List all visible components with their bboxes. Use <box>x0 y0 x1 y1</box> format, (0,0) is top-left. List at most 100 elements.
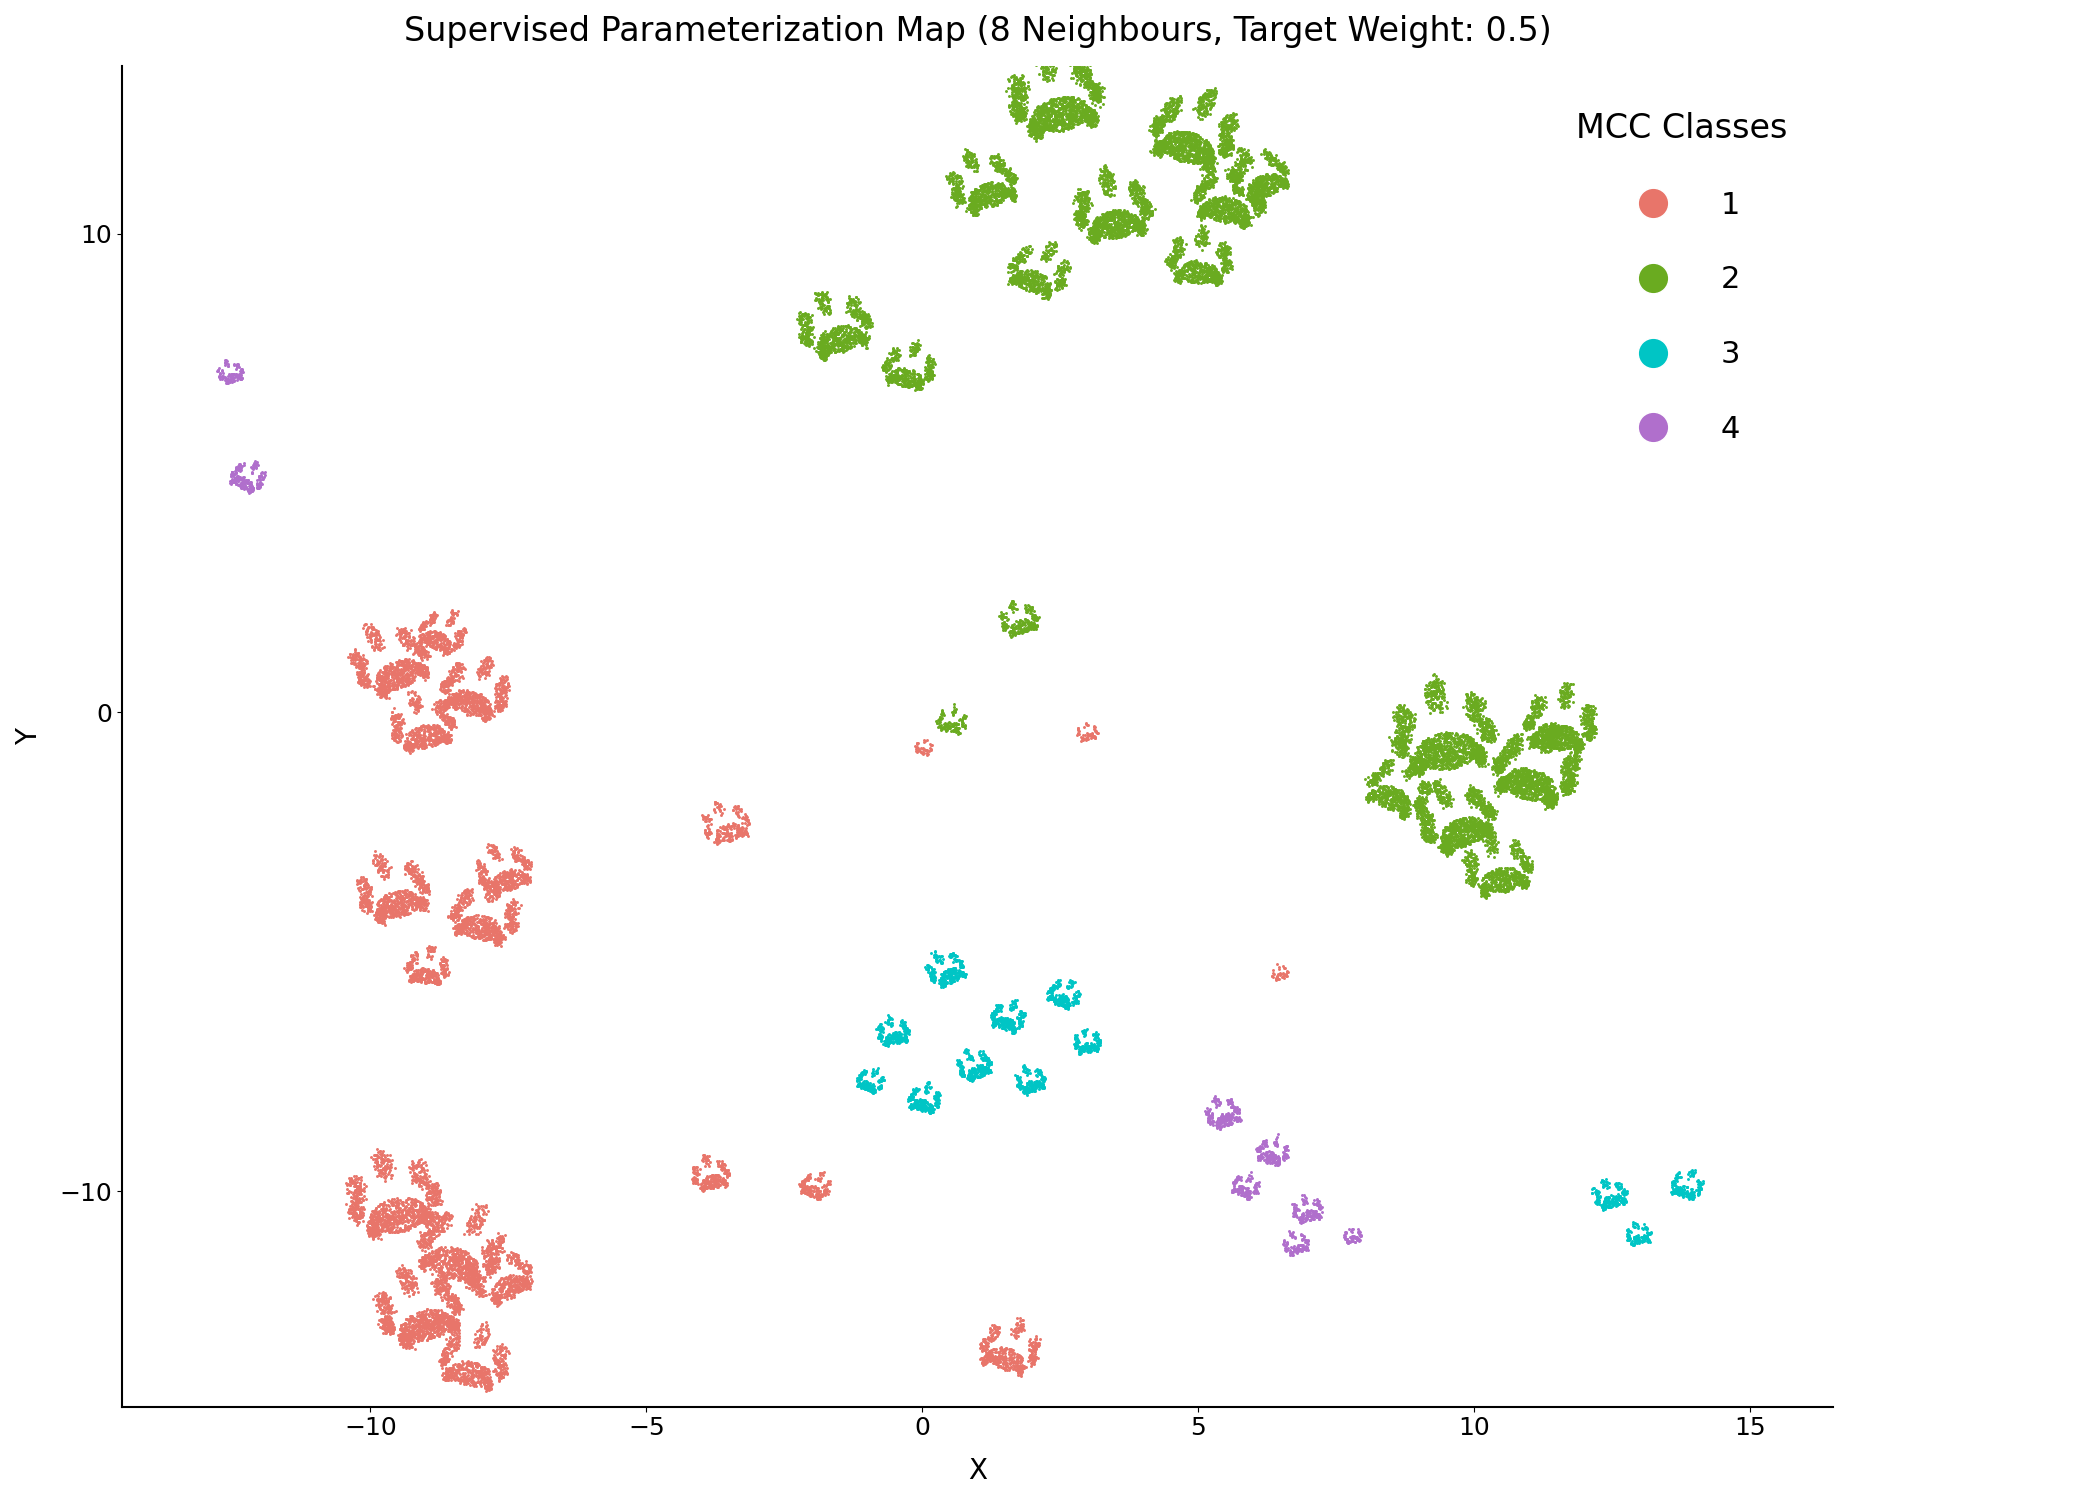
Point <box>1153 132 1186 156</box>
Point <box>437 1262 470 1286</box>
Point <box>1250 170 1283 194</box>
Point <box>500 843 533 867</box>
Point <box>441 1312 475 1336</box>
Point <box>1617 1215 1651 1239</box>
Point <box>1522 687 1556 711</box>
Point <box>1443 732 1476 756</box>
Point <box>439 1290 472 1314</box>
Point <box>374 670 407 694</box>
Point <box>410 1252 443 1276</box>
Point <box>1197 144 1231 168</box>
Point <box>993 1008 1027 1032</box>
Point <box>346 1188 380 1212</box>
Point <box>359 852 393 876</box>
Point <box>384 650 418 674</box>
Point <box>995 1318 1029 1342</box>
Point <box>443 633 477 657</box>
Point <box>1180 249 1214 273</box>
Point <box>372 865 405 889</box>
Point <box>475 1252 508 1276</box>
Point <box>966 188 1000 211</box>
Point <box>1105 216 1138 240</box>
Point <box>435 1359 468 1383</box>
Point <box>861 1056 895 1080</box>
Point <box>1285 1208 1319 1231</box>
Point <box>359 1148 393 1172</box>
Point <box>420 1314 454 1338</box>
Point <box>1256 1152 1289 1176</box>
Point <box>1268 154 1302 178</box>
Point <box>989 1352 1023 1376</box>
Point <box>384 1314 418 1338</box>
Point <box>403 716 437 740</box>
Point <box>462 926 496 950</box>
Point <box>456 1366 489 1390</box>
Point <box>1130 190 1163 214</box>
Point <box>1424 786 1457 810</box>
Point <box>227 476 260 500</box>
Point <box>1197 154 1231 178</box>
Point <box>1149 132 1182 156</box>
Point <box>792 326 825 350</box>
Point <box>1388 798 1422 822</box>
Point <box>1516 771 1550 795</box>
Point <box>1260 1150 1294 1174</box>
Point <box>1126 180 1159 204</box>
Point <box>1176 268 1210 292</box>
Point <box>1002 72 1035 96</box>
Point <box>397 1330 430 1354</box>
Point <box>220 460 254 484</box>
Point <box>374 884 407 908</box>
Point <box>802 1166 836 1190</box>
Point <box>1004 99 1037 123</box>
Point <box>966 1350 1000 1374</box>
Point <box>1224 210 1258 234</box>
Point <box>1460 738 1493 762</box>
Point <box>1105 201 1138 225</box>
Point <box>426 693 460 717</box>
Point <box>1157 124 1191 148</box>
Point <box>401 1208 435 1231</box>
Point <box>1403 750 1436 774</box>
Point <box>962 1056 995 1080</box>
Point <box>439 632 472 656</box>
Point <box>890 1019 924 1042</box>
Point <box>1474 724 1508 748</box>
Point <box>1058 984 1092 1008</box>
Point <box>416 936 449 960</box>
Point <box>884 357 918 381</box>
Point <box>1140 111 1174 135</box>
Point <box>363 668 397 692</box>
Point <box>424 634 458 658</box>
Point <box>458 1371 491 1395</box>
Point <box>1508 853 1541 877</box>
Point <box>1541 722 1575 746</box>
Point <box>456 702 489 726</box>
Point <box>449 1246 483 1270</box>
Point <box>399 894 433 918</box>
Point <box>1025 1062 1058 1086</box>
Point <box>1449 862 1483 886</box>
Point <box>430 726 464 750</box>
Point <box>1060 63 1094 87</box>
Point <box>1044 261 1077 285</box>
Point <box>1058 57 1092 81</box>
Point <box>1018 1346 1052 1370</box>
Point <box>1512 852 1546 876</box>
Point <box>987 1348 1021 1372</box>
Point <box>701 830 735 854</box>
Point <box>368 1148 401 1172</box>
Point <box>1466 724 1499 748</box>
Point <box>863 1077 897 1101</box>
Point <box>1451 682 1485 706</box>
Point <box>1304 1204 1338 1228</box>
Point <box>1535 780 1569 804</box>
Point <box>1180 98 1214 122</box>
Point <box>472 1366 506 1390</box>
Point <box>353 878 386 902</box>
Point <box>1489 766 1522 790</box>
Point <box>1258 171 1292 195</box>
Point <box>355 1210 388 1234</box>
Point <box>340 871 374 895</box>
Point <box>1556 747 1590 771</box>
